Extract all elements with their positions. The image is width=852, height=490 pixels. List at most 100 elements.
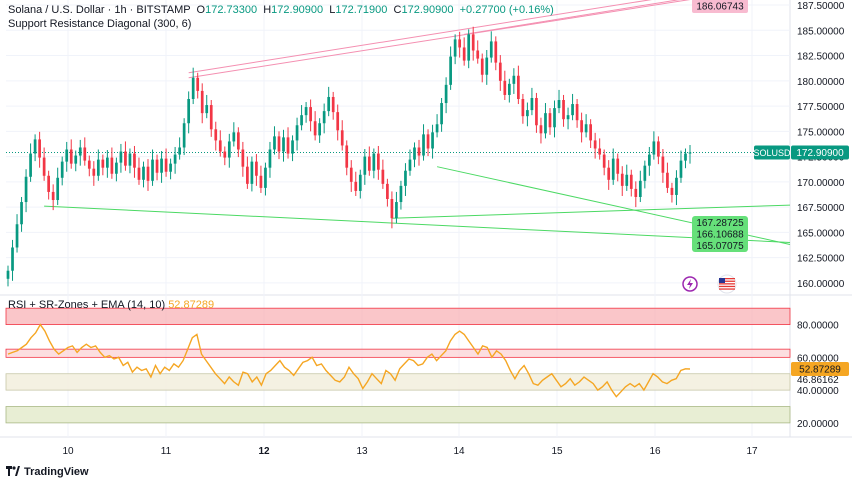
- tradingview-logo[interactable]: TradingView: [6, 466, 89, 478]
- candle-body: [643, 165, 647, 181]
- candle-body: [327, 96, 331, 112]
- candle-body: [336, 112, 340, 131]
- resistance-price-tag: 186.06743: [692, 0, 748, 13]
- candle-body: [322, 111, 326, 124]
- candle-body: [386, 183, 389, 200]
- rsi-line: [7, 323, 691, 398]
- candle-body: [124, 151, 127, 166]
- candle-layer: [6, 26, 692, 287]
- candle-body: [476, 50, 480, 59]
- time-tick-label: 12: [258, 446, 270, 457]
- candle-body: [616, 158, 620, 174]
- support-tag-bg: [692, 216, 748, 252]
- candle-body: [530, 97, 534, 111]
- price-tick-label: 165.00000: [797, 228, 845, 239]
- rsi-zone-layer: [5, 307, 791, 424]
- indicator-label[interactable]: Support Resistance Diagonal (300, 6): [8, 18, 192, 30]
- candle-body: [291, 140, 294, 154]
- candle-body: [571, 104, 574, 116]
- time-tick-label: 11: [161, 446, 172, 457]
- candle-body: [620, 173, 624, 186]
- price-tick-label: 182.50000: [797, 52, 845, 63]
- price-tick-label: 170.00000: [797, 178, 845, 189]
- candle-body: [548, 113, 552, 128]
- candle-body: [675, 177, 678, 195]
- candle-body: [133, 153, 136, 168]
- candle-body: [634, 188, 638, 197]
- time-tick-label: 16: [649, 446, 661, 457]
- candle-body: [372, 153, 376, 171]
- candle-body: [101, 159, 105, 168]
- candle-body: [349, 167, 353, 182]
- candle-body: [142, 166, 145, 180]
- candle-body: [74, 155, 78, 164]
- candle-body: [155, 159, 159, 173]
- candle-body: [282, 137, 285, 152]
- candle-body: [657, 141, 660, 157]
- candle-body: [679, 160, 683, 178]
- candle-body: [286, 137, 290, 154]
- price-tick-label: 175.00000: [797, 127, 845, 138]
- candle-body: [205, 105, 209, 114]
- candle-body: [191, 77, 195, 99]
- candle-body: [517, 75, 520, 99]
- candle-body: [236, 132, 240, 150]
- candle-body: [60, 161, 64, 178]
- candle-body: [535, 97, 538, 126]
- candle-body: [408, 159, 412, 171]
- brand-name: TradingView: [24, 466, 89, 478]
- candle-body: [526, 110, 529, 117]
- candle-body: [381, 169, 385, 184]
- candle-body: [137, 167, 141, 180]
- candle-body: [485, 57, 489, 75]
- rsi-value-tag: 52.87289: [791, 362, 849, 377]
- candle-body: [399, 185, 403, 203]
- flag-stripe: [719, 283, 735, 285]
- us-flag-icon: [717, 274, 737, 294]
- support-line: [391, 204, 791, 219]
- last-price-tag: 172.90900: [791, 145, 849, 160]
- flag-canton: [719, 278, 725, 283]
- low-label: L: [329, 4, 336, 16]
- candle-body: [422, 134, 425, 156]
- rsi-zone: [5, 373, 791, 391]
- candle-body: [169, 163, 172, 172]
- time-tick-label: 17: [746, 446, 758, 457]
- candle-body: [227, 141, 231, 158]
- candle-body: [512, 75, 516, 84]
- candle-body: [539, 125, 543, 134]
- candle-body: [313, 121, 317, 136]
- candle-body: [494, 41, 498, 63]
- candle-body: [42, 157, 46, 176]
- candle-body: [51, 191, 55, 201]
- candle-body: [566, 115, 570, 120]
- candle-body: [607, 167, 611, 180]
- candle-body: [128, 153, 132, 166]
- flag-stripe: [719, 288, 735, 290]
- candle-body: [255, 161, 258, 176]
- resistance-line: [188, 0, 653, 74]
- resistance-price-tag-bg: [692, 0, 748, 13]
- lightning-icon: [682, 276, 698, 292]
- candle-body: [209, 105, 213, 130]
- candle-body: [553, 108, 556, 128]
- rsi-header[interactable]: RSI + SR-Zones + EMA (14, 10) 52.87289: [8, 299, 214, 311]
- candle-body: [584, 124, 588, 133]
- candle-body: [6, 270, 10, 279]
- price-tick-label: 180.00000: [797, 77, 845, 88]
- rsi-tick-label: 80.00000: [797, 321, 839, 332]
- candle-body: [390, 199, 394, 219]
- candle-body: [196, 77, 200, 91]
- candle-body: [20, 202, 23, 225]
- candle-body: [295, 125, 299, 141]
- candle-body: [453, 39, 457, 57]
- candle-body: [684, 153, 687, 161]
- candle-body: [309, 107, 312, 122]
- change-value: +0.27700 (+0.16%): [459, 4, 554, 16]
- candle-body: [688, 152, 692, 154]
- candle-body: [363, 156, 367, 175]
- candle-body: [83, 147, 87, 161]
- candle-body: [462, 47, 466, 61]
